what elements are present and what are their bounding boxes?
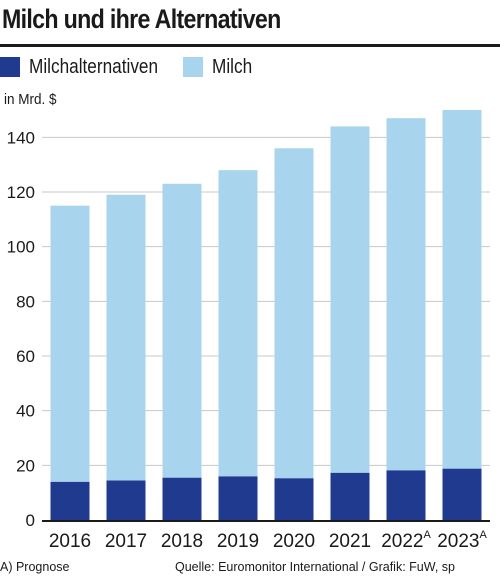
- bar-segment-milch-2021: [330, 126, 370, 473]
- x-tick-label: 2021: [329, 531, 371, 552]
- x-tick-label: 2016: [49, 531, 91, 552]
- bar-segment-milchalternativen-2021: [330, 472, 370, 520]
- chart-legend: Milchalternativen Milch: [0, 54, 285, 80]
- bar-segment-milchalternativen-2017: [106, 480, 146, 520]
- y-tick-label: 40: [16, 402, 35, 421]
- bar-segment-milchalternativen-2020: [274, 478, 314, 520]
- bar-segment-milch-2018: [162, 183, 202, 478]
- y-tick-label: 60: [16, 347, 35, 366]
- legend-swatch-milchalternativen: [0, 57, 20, 77]
- title-divider: [0, 44, 500, 47]
- legend-label-milchalternativen: Milchalternativen: [29, 55, 159, 78]
- legend-item-milch: Milch: [183, 56, 259, 79]
- x-tick-label: 2023A: [437, 529, 487, 552]
- chart-title: Milch und ihre Alternativen: [2, 4, 281, 34]
- y-tick-label: 20: [16, 456, 35, 475]
- bar-segment-milch-2020: [274, 148, 314, 479]
- bar-segment-milch-2023: [442, 110, 482, 469]
- bar-segment-milchalternativen-2016: [50, 481, 90, 520]
- legend-item-milchalternativen: Milchalternativen: [0, 55, 159, 79]
- source-credit: Quelle: Euromonitor International / Graf…: [175, 560, 455, 574]
- y-tick-label: 120: [7, 183, 35, 202]
- bar-segment-milchalternativen-2019: [218, 476, 258, 520]
- x-tick-label: 2020: [273, 531, 315, 552]
- bar-segment-milchalternativen-2018: [162, 477, 202, 520]
- y-tick-label: 80: [16, 292, 35, 311]
- x-tick-label: 2017: [105, 531, 147, 552]
- legend-label-milch: Milch: [212, 55, 253, 78]
- x-tick-label: 2019: [217, 531, 259, 552]
- bar-segment-milch-2022: [386, 118, 426, 471]
- bar-segment-milch-2016: [50, 205, 90, 482]
- bar-segment-milch-2017: [106, 194, 146, 481]
- y-axis-unit-label: in Mrd. $: [4, 91, 57, 108]
- legend-swatch-milch: [183, 57, 204, 77]
- y-tick-label: 0: [26, 511, 35, 530]
- y-tick-label: 140: [7, 128, 35, 147]
- bar-segment-milchalternativen-2023: [442, 468, 482, 520]
- bar-segment-milch-2019: [218, 170, 258, 477]
- x-tick-label: 2018: [161, 531, 203, 552]
- y-tick-label: 100: [7, 238, 35, 257]
- footnote: A) Prognose: [0, 560, 70, 574]
- bar-segment-milchalternativen-2022: [386, 470, 426, 520]
- x-tick-label: 2022A: [381, 529, 431, 552]
